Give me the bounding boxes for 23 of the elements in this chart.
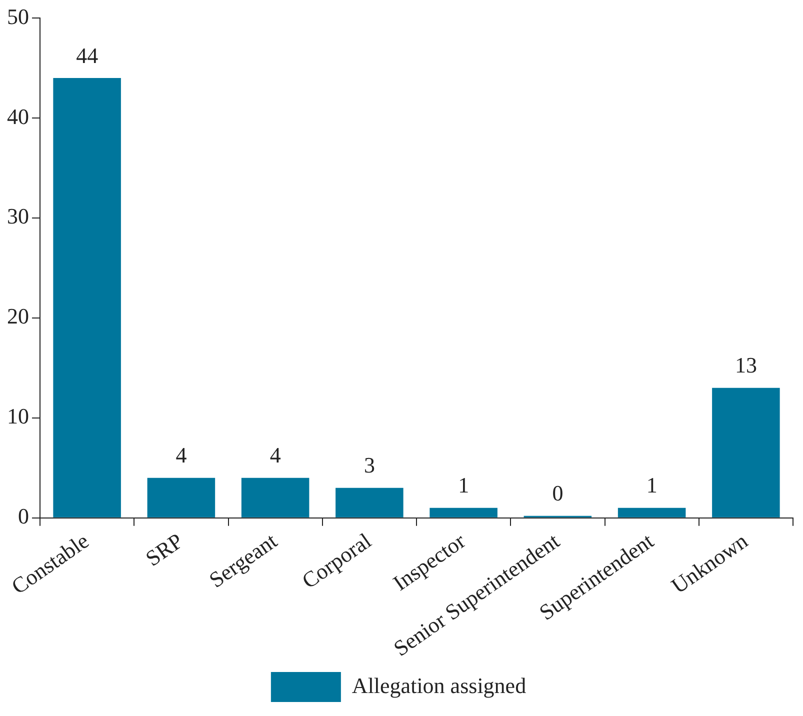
data-label: 4 <box>270 442 281 468</box>
data-label: 0 <box>552 480 564 506</box>
bar <box>53 78 121 518</box>
y-tick-label: 40 <box>7 104 29 129</box>
bar <box>241 478 310 518</box>
bar <box>712 388 780 518</box>
y-tick-label: 30 <box>7 204 29 229</box>
data-label: 4 <box>176 442 187 468</box>
data-label: 1 <box>646 472 658 498</box>
data-label: 3 <box>364 452 375 478</box>
data-label: 1 <box>458 472 470 498</box>
y-tick-label: 0 <box>18 504 29 529</box>
data-label: 44 <box>76 42 98 68</box>
data-label: 13 <box>734 352 757 378</box>
y-tick-label: 50 <box>7 4 29 29</box>
bar <box>430 508 498 518</box>
bar <box>147 478 216 518</box>
bar <box>336 488 404 518</box>
legend-label: Allegation assigned <box>352 672 526 698</box>
bar <box>618 508 686 518</box>
x-tick-label: SRP <box>140 528 188 571</box>
y-tick-label: 10 <box>7 404 29 429</box>
y-tick-label: 20 <box>7 304 29 329</box>
